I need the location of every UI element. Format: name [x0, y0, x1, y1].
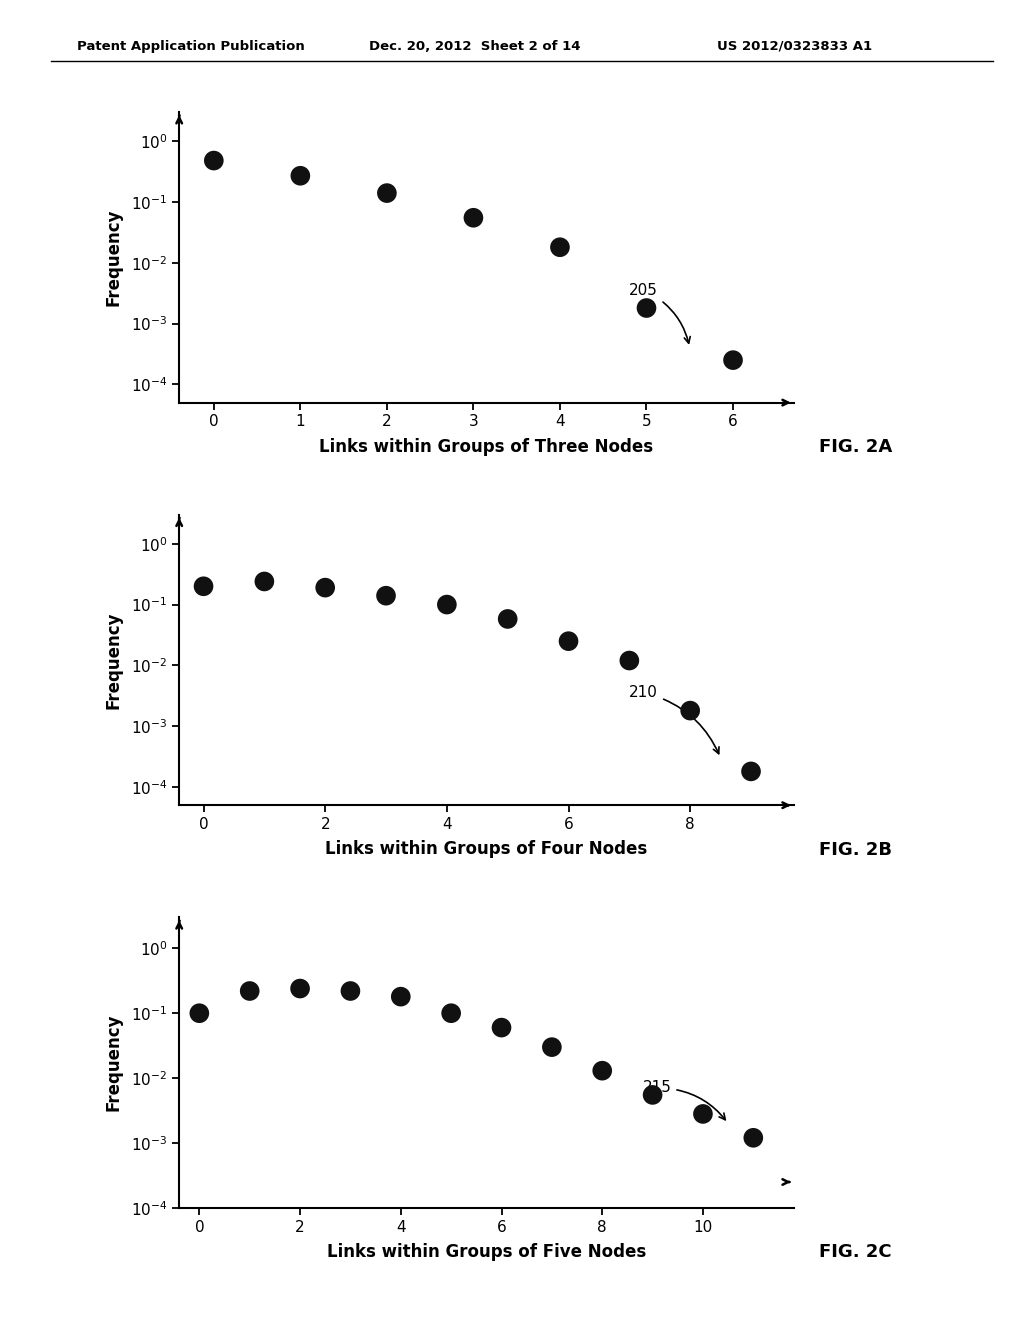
- Point: [638, 297, 654, 318]
- Point: [494, 1016, 510, 1038]
- Point: [745, 1127, 762, 1148]
- Point: [242, 981, 258, 1002]
- Y-axis label: Frequency: Frequency: [104, 209, 123, 306]
- Text: Patent Application Publication: Patent Application Publication: [77, 40, 304, 53]
- X-axis label: Links within Groups of Three Nodes: Links within Groups of Three Nodes: [319, 438, 653, 455]
- Point: [378, 585, 394, 606]
- Point: [694, 1104, 711, 1125]
- Point: [644, 1084, 660, 1105]
- Point: [438, 594, 455, 615]
- Point: [500, 609, 516, 630]
- Point: [292, 978, 308, 999]
- Point: [544, 1036, 560, 1057]
- Point: [622, 649, 638, 671]
- Y-axis label: Frequency: Frequency: [104, 1014, 123, 1111]
- Point: [742, 760, 759, 781]
- Point: [392, 986, 409, 1007]
- Point: [256, 572, 272, 593]
- Point: [292, 165, 308, 186]
- Point: [560, 631, 577, 652]
- Point: [465, 207, 481, 228]
- Point: [317, 577, 334, 598]
- Text: FIG. 2A: FIG. 2A: [819, 438, 893, 457]
- Text: 205: 205: [629, 282, 690, 343]
- Point: [682, 700, 698, 721]
- Text: FIG. 2B: FIG. 2B: [819, 841, 892, 859]
- Point: [594, 1060, 610, 1081]
- Text: 215: 215: [642, 1081, 725, 1119]
- Point: [443, 1003, 460, 1024]
- Text: US 2012/0323833 A1: US 2012/0323833 A1: [717, 40, 871, 53]
- X-axis label: Links within Groups of Five Nodes: Links within Groups of Five Nodes: [327, 1243, 646, 1261]
- Point: [725, 350, 741, 371]
- Point: [206, 150, 222, 172]
- Point: [191, 1003, 208, 1024]
- Point: [379, 182, 395, 203]
- Point: [342, 981, 358, 1002]
- Y-axis label: Frequency: Frequency: [104, 611, 123, 709]
- Text: Dec. 20, 2012  Sheet 2 of 14: Dec. 20, 2012 Sheet 2 of 14: [369, 40, 581, 53]
- Text: 210: 210: [630, 685, 719, 754]
- Point: [196, 576, 212, 597]
- X-axis label: Links within Groups of Four Nodes: Links within Groups of Four Nodes: [326, 841, 647, 858]
- Text: FIG. 2C: FIG. 2C: [819, 1243, 892, 1262]
- Point: [552, 236, 568, 257]
